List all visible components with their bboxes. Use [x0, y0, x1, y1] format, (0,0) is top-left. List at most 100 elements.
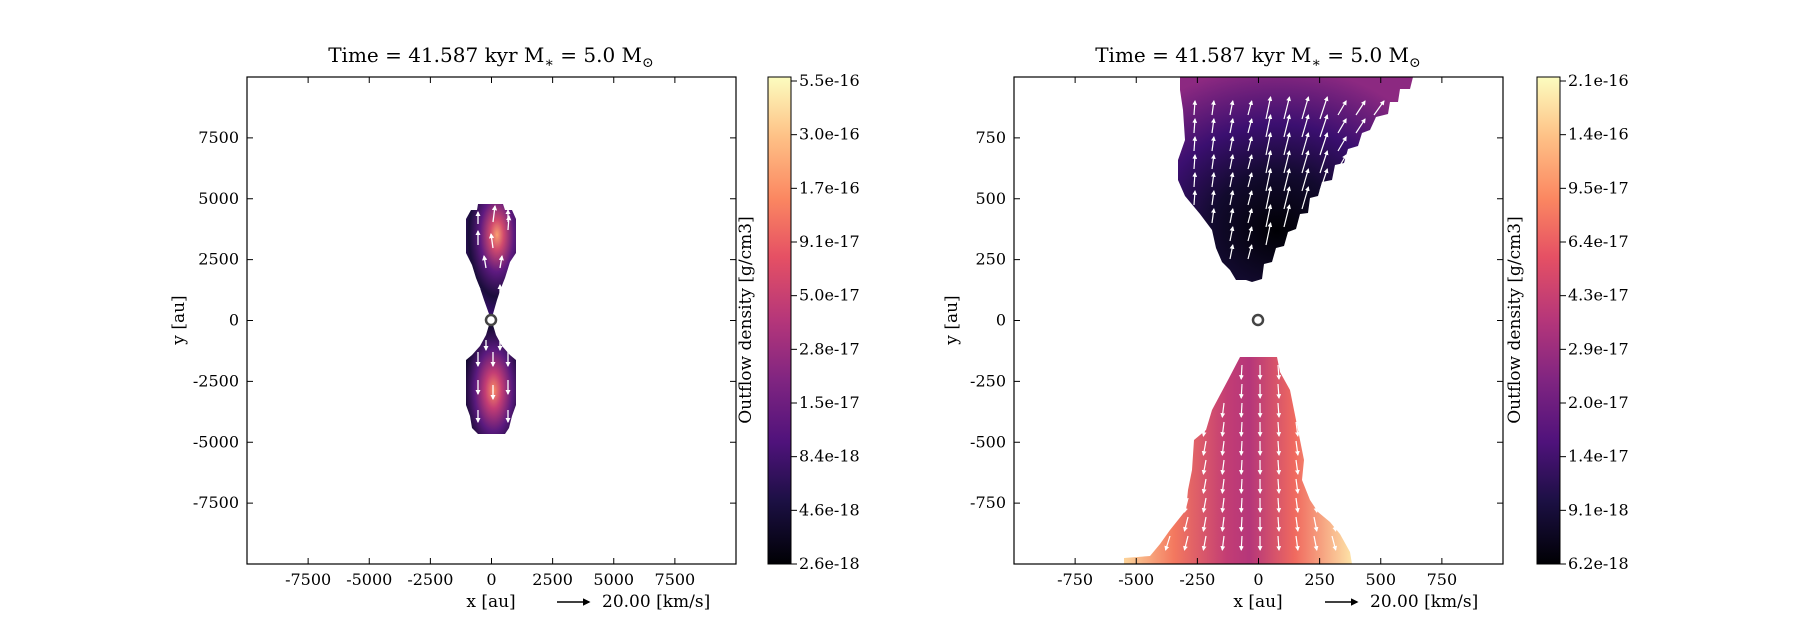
quiver-arrow	[1331, 516, 1338, 532]
colorbar-tick-label: 1.4e-17	[1568, 447, 1629, 466]
quiver-arrow	[1283, 132, 1291, 156]
y-tick-label: -750	[970, 493, 1006, 512]
quiver-arrow	[1276, 421, 1282, 437]
panel-2-x-ticks: -750 -500 -250 0 250 500 750	[1057, 77, 1457, 589]
quiver-arrow	[1301, 114, 1310, 138]
colorbar-tick-label: 8.4e-18	[799, 447, 860, 466]
quiver-arrow	[1337, 100, 1347, 116]
quiver-arrow	[1355, 118, 1366, 134]
quiver-arrow	[1239, 535, 1244, 551]
quiver-arrow	[1247, 172, 1254, 188]
panel-1-y-ticks: 7500 5000 2500 0 -2500 -5000 -7500	[193, 128, 736, 512]
quiver-arrow	[1276, 383, 1282, 399]
x-tick-label: -250	[1179, 570, 1215, 589]
quiver-arrow	[1201, 516, 1207, 532]
y-tick-label: -2500	[193, 371, 239, 390]
quiver-arrow	[1247, 226, 1254, 242]
colorbar-tick-label: 5.0e-17	[799, 286, 860, 305]
quiver-arrow	[1192, 136, 1198, 152]
panel-1-colorbar-label: Outflow density [g/cm3]	[736, 216, 756, 423]
quiver-arrow	[1373, 100, 1385, 116]
colorbar-tick-label: 9.1e-18	[1568, 500, 1629, 519]
quiver-arrow	[1220, 440, 1226, 456]
panel-1-colorbar-ticks: 5.5e-16 3.0e-16 1.7e-16 9.1e-17 5.0e-17 2.8e-…	[791, 71, 860, 573]
y-tick-label: 7500	[198, 128, 239, 147]
colorbar-tick-label: 9.5e-17	[1568, 178, 1629, 197]
quiver-arrow	[1192, 118, 1198, 134]
quiver-arrow	[1229, 172, 1235, 188]
quiver-arrow	[1220, 535, 1226, 551]
quiver-arrow	[1331, 497, 1338, 513]
panel-1-title: Time = 41.587 kyr M∗ = 5.0 M⊙	[328, 43, 654, 71]
colorbar-tick-label: 9.1e-17	[799, 232, 860, 251]
quiver-arrow	[1337, 136, 1347, 152]
panel-2-y-label: y [au]	[942, 295, 962, 345]
quiver-arrow	[1331, 478, 1338, 494]
quiver-arrow	[1337, 154, 1347, 170]
quiver-arrow	[1211, 118, 1216, 134]
quiver-arrow	[1337, 172, 1347, 188]
quiver-arrow	[1192, 172, 1198, 188]
quiver-arrow	[1220, 497, 1226, 513]
quiver-arrow	[1229, 118, 1235, 134]
quiver-arrow	[1183, 516, 1189, 532]
panel-2-colorbar-ticks: 2.1e-16 1.4e-16 9.5e-17 6.4e-17 4.3e-17 2.9e-…	[1560, 71, 1629, 573]
quiver-arrow	[1220, 459, 1226, 475]
quiver-arrow	[1331, 459, 1338, 475]
quiver-arrow	[1283, 168, 1291, 192]
quiver-arrow	[1295, 421, 1300, 437]
quiver-arrow	[1265, 96, 1273, 120]
panel-1-colorbar	[767, 76, 792, 565]
x-tick-label: 7500	[655, 570, 696, 589]
x-tick-label: -500	[1118, 570, 1154, 589]
quiver-arrow	[506, 214, 512, 231]
x-tick-label: -750	[1057, 570, 1093, 589]
colorbar-tick-label: 4.3e-17	[1568, 286, 1629, 305]
quiver-arrow	[1201, 459, 1207, 475]
quiver-arrow	[1164, 478, 1171, 494]
y-tick-label: 2500	[198, 250, 239, 269]
panel-2-star-marker	[1251, 313, 1265, 327]
quiver-arrow	[1229, 226, 1235, 242]
quiver-arrow	[1192, 100, 1198, 116]
panel-2-quiver-key-label: 20.00 [km/s]	[1370, 592, 1478, 612]
quiver-arrow	[1229, 190, 1235, 206]
quiver-arrow	[1319, 132, 1329, 156]
quiver-arrow	[1331, 535, 1338, 551]
quiver-arrow	[1201, 497, 1207, 513]
quiver-arrow	[1313, 478, 1319, 494]
quiver-arrow	[1183, 535, 1189, 551]
panel-2-south-lobe	[1124, 357, 1352, 564]
panel-1-quiver-key-label: 20.00 [km/s]	[602, 592, 710, 612]
quiver-arrow	[1229, 100, 1235, 116]
x-tick-label: 0	[1253, 570, 1263, 589]
quiver-arrow	[1247, 100, 1254, 116]
quiver-arrow	[1164, 516, 1171, 532]
quiver-arrow	[1276, 516, 1282, 532]
panel-2-colorbar	[1536, 76, 1561, 565]
quiver-arrow	[1319, 150, 1329, 174]
quiver-arrow	[1201, 440, 1207, 456]
quiver-arrow	[1247, 154, 1254, 170]
quiver-arrow	[1319, 96, 1329, 120]
quiver-arrow	[1355, 100, 1366, 116]
quiver-arrow	[1211, 208, 1216, 224]
quiver-arrow	[1239, 459, 1244, 475]
quiver-arrow	[1313, 535, 1319, 551]
quiver-arrow	[1265, 114, 1273, 138]
quiver-arrow	[1229, 208, 1235, 224]
quiver-arrow	[1239, 364, 1244, 380]
quiver-arrow	[1319, 186, 1329, 210]
y-tick-label: 0	[996, 311, 1006, 330]
quiver-arrow	[1192, 190, 1198, 206]
colorbar-tick-label: 1.5e-17	[799, 393, 860, 412]
quiver-arrow	[1265, 204, 1273, 228]
colorbar-tick-label: 2.8e-17	[799, 339, 860, 358]
quiver-arrow	[1313, 440, 1319, 456]
colorbar-tick-label: 2.0e-17	[1568, 393, 1629, 412]
quiver-arrow	[1301, 132, 1310, 156]
quiver-arrow	[1295, 402, 1300, 418]
quiver-arrow	[1192, 154, 1198, 170]
colorbar-tick-label: 6.4e-17	[1568, 232, 1629, 251]
quiver-arrow	[1220, 402, 1226, 418]
